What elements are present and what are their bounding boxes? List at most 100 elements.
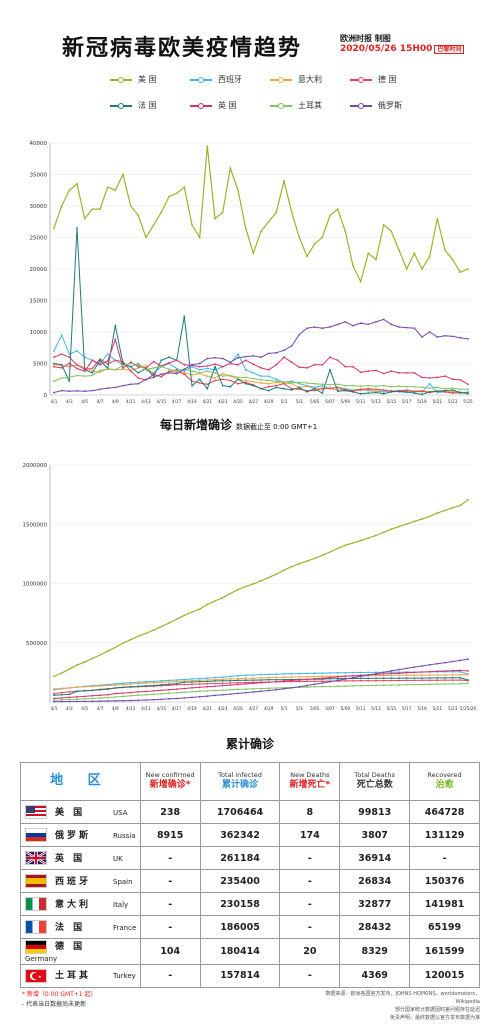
data-point: [367, 370, 370, 372]
data-point: [260, 382, 262, 384]
data-point: [76, 374, 78, 377]
legend-item: 法 国: [110, 100, 157, 111]
data-point: [68, 698, 71, 701]
data-point: [451, 335, 454, 338]
data-point: [252, 384, 255, 387]
data-point: [206, 680, 209, 683]
x-tick-label: 4/29: [264, 706, 274, 711]
data-point: [168, 195, 170, 198]
data-point: [129, 691, 132, 694]
data-point: [459, 670, 462, 673]
data-point: [68, 668, 71, 671]
data-point: [214, 356, 216, 359]
data-point: [76, 696, 78, 698]
data-point: [122, 682, 124, 685]
cumulative-chart-caption: 累计确诊: [226, 735, 274, 752]
data-point: [352, 685, 354, 687]
data-point: [306, 672, 308, 675]
data-point: [99, 359, 101, 362]
data-point: [267, 389, 270, 392]
x-tick-label: 4/11: [126, 399, 136, 404]
total-deaths-cell: 36914: [339, 846, 411, 870]
data-point: [221, 689, 224, 692]
data-point: [267, 385, 270, 388]
data-point: [413, 392, 416, 394]
data-point: [206, 365, 209, 367]
data-point: [60, 693, 63, 696]
data-point: [114, 700, 117, 702]
data-point: [122, 686, 124, 689]
data-point: [214, 694, 216, 697]
recovered-cell: 464728: [409, 800, 480, 824]
data-point: [252, 372, 255, 374]
data-point: [436, 683, 439, 685]
data-point: [214, 676, 216, 679]
legend-label: 英 国: [218, 101, 237, 110]
data-point: [283, 678, 285, 681]
y-tick-label: 500000: [26, 641, 47, 647]
data-point: [244, 376, 247, 379]
data-point: [405, 391, 408, 393]
data-point: [436, 390, 439, 393]
data-point: [398, 674, 400, 677]
data-point: [306, 680, 308, 683]
data-point: [60, 389, 63, 392]
x-tick-label: 4/25: [233, 399, 243, 404]
data-point: [145, 367, 147, 369]
data-point: [191, 681, 193, 683]
new-confirmed-cell: 8915: [139, 823, 201, 847]
data-point: [260, 673, 262, 676]
data-point: [451, 390, 454, 393]
data-point: [76, 367, 78, 370]
data-point: [275, 351, 278, 354]
data-point: [145, 685, 147, 687]
data-point: [329, 387, 331, 389]
data-point: [76, 690, 78, 693]
data-point: [99, 363, 101, 366]
data-point: [344, 384, 347, 387]
country-name-cn: 英 国: [55, 853, 86, 864]
data-point: [60, 205, 63, 207]
data-point: [313, 675, 316, 678]
x-tick-label: 4/9: [112, 399, 119, 404]
data-point: [244, 681, 247, 684]
data-point: [229, 374, 232, 377]
page-title: 新冠病毒欧美疫情趋势: [62, 36, 303, 61]
country-cell: 德 国 Germany: [20, 938, 141, 965]
date-value: 2020/05/26 15H00: [340, 44, 433, 54]
data-point: [444, 249, 446, 251]
data-point: [306, 391, 308, 393]
data-point: [359, 539, 362, 542]
data-point: [306, 382, 308, 384]
data-point: [329, 356, 331, 359]
data-point: [344, 389, 347, 392]
data-point: [405, 679, 408, 682]
data-point: [206, 145, 209, 147]
data-point: [191, 696, 193, 699]
data-point: [283, 673, 285, 675]
data-point: [329, 214, 331, 217]
data-point: [260, 375, 262, 377]
data-point: [405, 372, 408, 374]
legend-label: 俄罗斯: [378, 101, 402, 110]
legend-swatch: [350, 76, 372, 83]
data-point: [68, 693, 71, 696]
data-point: [367, 387, 370, 390]
data-point: [122, 695, 124, 698]
data-point: [60, 353, 63, 355]
data-point: [329, 685, 331, 688]
x-tick-label: 5/07: [325, 706, 335, 711]
data-point: [413, 372, 416, 374]
data-point: [428, 387, 431, 389]
data-point: [137, 699, 140, 702]
data-point: [267, 382, 270, 385]
data-point: [267, 375, 270, 377]
data-point: [122, 368, 124, 371]
data-point: [428, 674, 431, 676]
data-point: [352, 391, 354, 393]
data-point: [306, 389, 308, 392]
data-point: [122, 367, 124, 369]
data-point: [191, 365, 193, 368]
data-point: [398, 672, 400, 675]
data-point: [298, 685, 301, 688]
